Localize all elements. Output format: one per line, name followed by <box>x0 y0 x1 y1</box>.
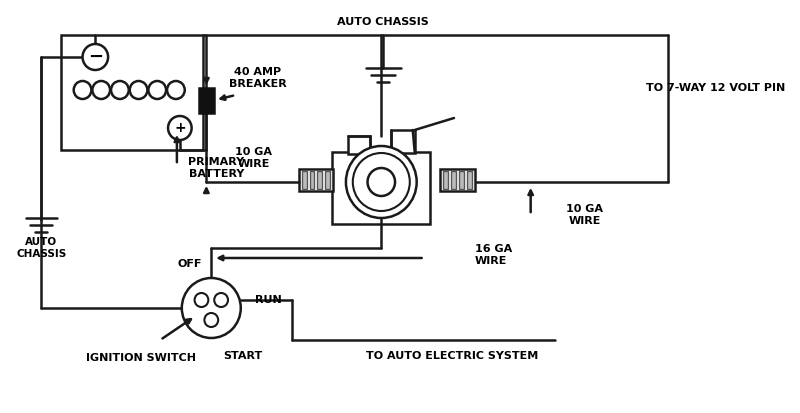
Bar <box>302 171 306 189</box>
Bar <box>61 35 203 150</box>
Circle shape <box>194 293 208 307</box>
Text: TO AUTO ELECTRIC SYSTEM: TO AUTO ELECTRIC SYSTEM <box>366 351 538 361</box>
Circle shape <box>214 293 228 307</box>
Circle shape <box>148 81 166 99</box>
Text: IGNITION SWITCH: IGNITION SWITCH <box>86 353 195 363</box>
Circle shape <box>167 81 185 99</box>
Circle shape <box>346 146 417 218</box>
Circle shape <box>182 278 241 338</box>
Circle shape <box>168 116 192 140</box>
Bar <box>443 171 448 189</box>
Text: −: − <box>88 48 103 66</box>
Circle shape <box>92 81 110 99</box>
Bar <box>332 152 430 224</box>
Circle shape <box>111 81 129 99</box>
Text: 10 GA
WIRE: 10 GA WIRE <box>235 147 272 169</box>
Bar <box>326 171 330 189</box>
Bar <box>451 171 456 189</box>
Text: START: START <box>223 351 262 361</box>
Text: TO 7-WAY 12 VOLT PIN: TO 7-WAY 12 VOLT PIN <box>646 83 785 93</box>
Bar <box>459 171 464 189</box>
Text: PRIMARY
BATTERY: PRIMARY BATTERY <box>188 157 244 179</box>
Bar <box>310 171 314 189</box>
Text: AUTO CHASSIS: AUTO CHASSIS <box>338 17 429 27</box>
Circle shape <box>367 168 395 196</box>
Bar <box>440 169 474 191</box>
Text: 40 AMP
BREAKER: 40 AMP BREAKER <box>229 67 286 89</box>
Bar <box>298 169 333 191</box>
Circle shape <box>74 81 91 99</box>
Text: OFF: OFF <box>178 259 202 269</box>
Text: 10 GA
WIRE: 10 GA WIRE <box>566 204 603 226</box>
Text: +: + <box>174 121 186 135</box>
Circle shape <box>82 44 108 70</box>
Circle shape <box>130 81 147 99</box>
Bar <box>348 136 370 154</box>
Text: RUN: RUN <box>254 295 282 305</box>
Text: 16 GA
WIRE: 16 GA WIRE <box>474 244 512 266</box>
Circle shape <box>205 313 218 327</box>
Circle shape <box>353 153 410 211</box>
Bar <box>466 171 472 189</box>
Text: AUTO
CHASSIS: AUTO CHASSIS <box>16 237 66 259</box>
Bar <box>391 130 414 153</box>
Bar <box>198 88 214 113</box>
Bar <box>318 171 322 189</box>
